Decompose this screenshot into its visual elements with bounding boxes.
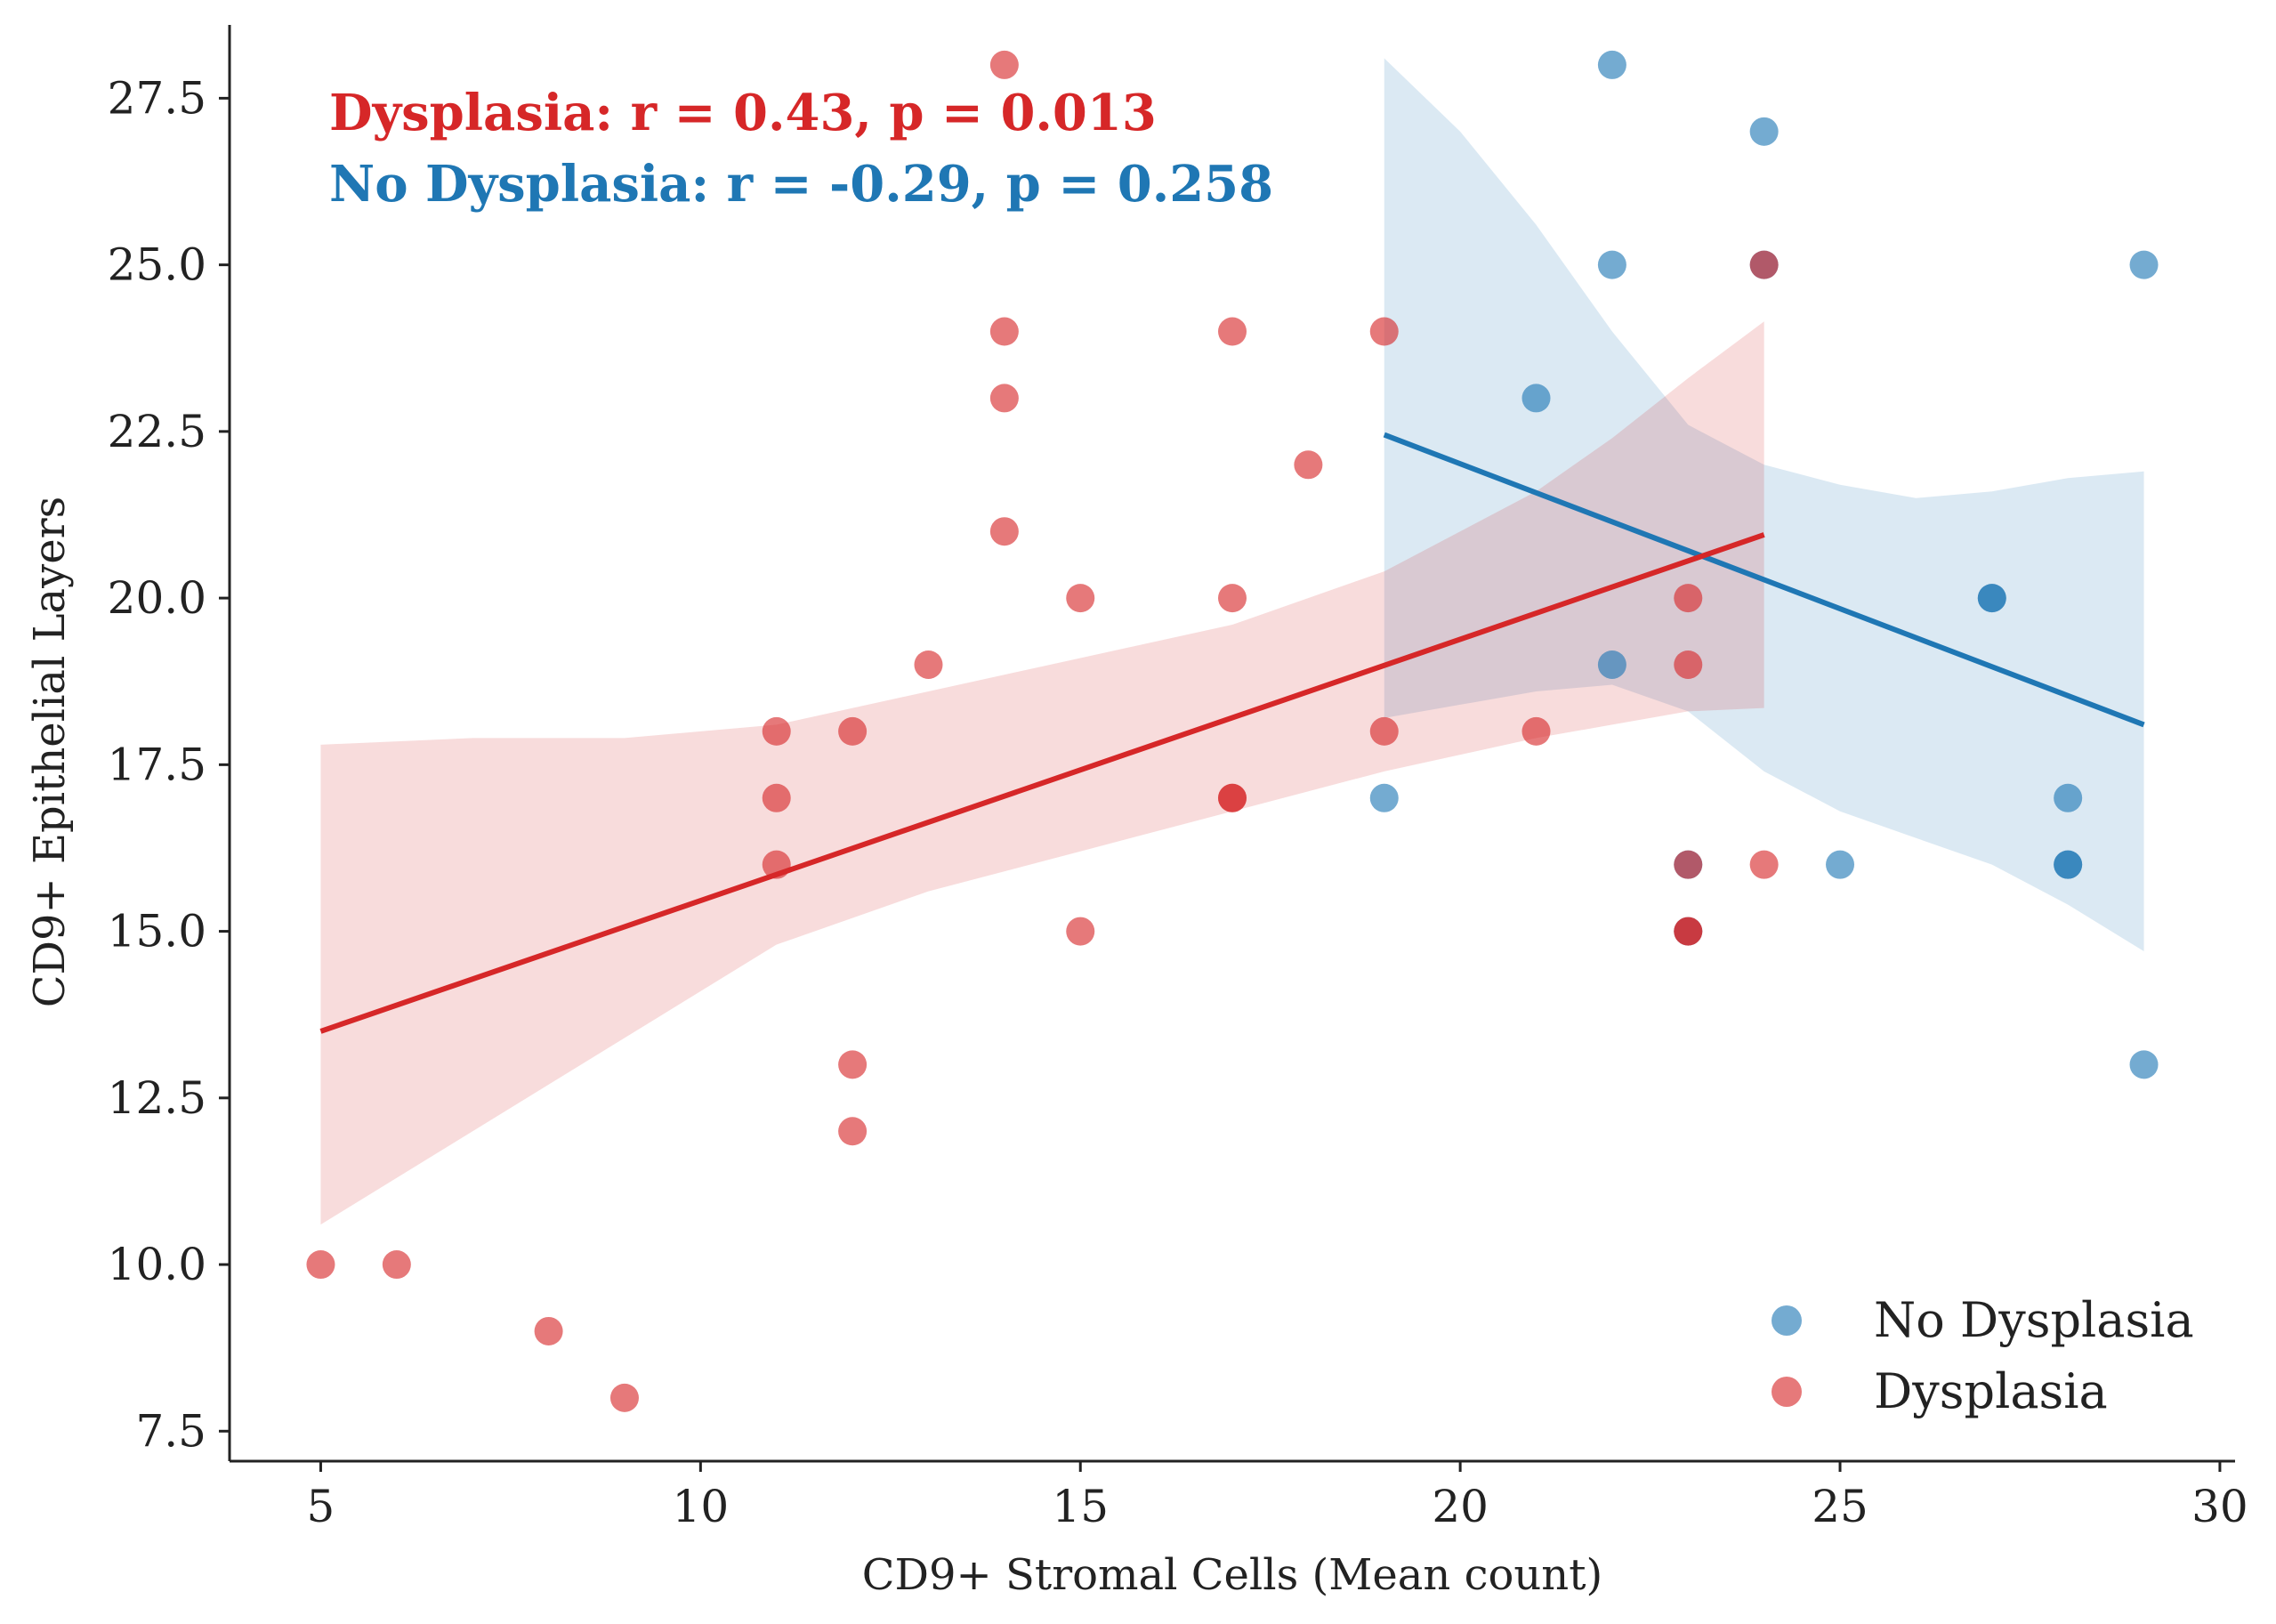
- dysplasia-point: [1674, 917, 1703, 946]
- dysplasia-point: [1218, 317, 1247, 346]
- x-tick-label: 25: [1812, 1481, 1868, 1532]
- annotations: Dysplasia: r = 0.43, p = 0.013 No Dysplas…: [329, 84, 1273, 214]
- no-dysplasia-point: [2054, 850, 2083, 879]
- dysplasia-point: [1218, 783, 1247, 812]
- dysplasia-point: [1674, 650, 1703, 679]
- dysplasia-point: [989, 517, 1019, 546]
- legend: No Dysplasia Dysplasia: [1772, 1292, 2194, 1419]
- y-tick-label: 15.0: [108, 906, 206, 957]
- axes: 5 10 15 20 25 30 7.5 10.0 12.5 15.0 17.5 20.0 22.5 25…: [108, 25, 2248, 1532]
- dysplasia-point: [1294, 450, 1323, 480]
- dysplasia-regression-line: [319, 532, 1765, 1034]
- no-dysplasia-point: [1749, 117, 1779, 146]
- no-dysplasia-point: [1826, 850, 1855, 879]
- no-dysplasia-point: [1597, 50, 1626, 79]
- data-points: [306, 50, 2159, 1412]
- dysplasia-point: [989, 50, 1019, 79]
- dysplasia-point: [1674, 584, 1703, 613]
- no-dysplasia-point: [2129, 250, 2159, 279]
- dysplasia-point: [762, 783, 791, 812]
- dysplasia-ci-band: [320, 321, 1764, 1225]
- legend-marker-dysplasia: [1772, 1377, 1802, 1407]
- dysplasia-point: [914, 650, 943, 679]
- y-tick-label: 22.5: [108, 406, 206, 457]
- x-tick-label: 5: [307, 1481, 335, 1532]
- y-tick-label: 10.0: [108, 1239, 206, 1290]
- y-tick-label: 20.0: [108, 572, 206, 624]
- no-dysplasia-point: [2054, 783, 2083, 812]
- legend-marker-no-dysplasia: [1772, 1305, 1802, 1336]
- dysplasia-point: [1749, 850, 1779, 879]
- dysplasia-point: [306, 1250, 335, 1280]
- dysplasia-point: [762, 716, 791, 746]
- dysplasia-point: [534, 1316, 563, 1345]
- dysplasia-point: [1749, 250, 1779, 279]
- no-dysplasia-point: [1597, 250, 1626, 279]
- legend-label-dysplasia: Dysplasia: [1874, 1363, 2108, 1419]
- no-dysplasia-point: [1369, 783, 1399, 812]
- dysplasia-point: [1369, 716, 1399, 746]
- dysplasia-point: [1369, 317, 1399, 346]
- dysplasia-point: [838, 1117, 868, 1146]
- y-tick-label: 12.5: [108, 1072, 206, 1124]
- dysplasia-point: [989, 317, 1019, 346]
- legend-label-no-dysplasia: No Dysplasia: [1874, 1292, 2194, 1348]
- x-tick-label: 30: [2191, 1481, 2248, 1532]
- y-axis-label: CD9+ Epithelial Layers: [25, 497, 75, 1007]
- no-dysplasia-point: [1597, 650, 1626, 679]
- no-dysplasia-point: [2129, 1050, 2159, 1079]
- dysplasia-point: [1066, 917, 1095, 946]
- y-tick-label: 25.0: [108, 239, 206, 291]
- dysplasia-point: [838, 716, 868, 746]
- dysplasia-point: [1066, 584, 1095, 613]
- dysplasia-point: [382, 1250, 411, 1280]
- dysplasia-point: [838, 1050, 868, 1079]
- y-tick-label: 27.5: [108, 72, 206, 124]
- dysplasia-point: [1521, 716, 1551, 746]
- no-dysplasia-point: [1977, 584, 2006, 613]
- dysplasia-point: [1218, 584, 1247, 613]
- annotation-no-dysplasia: No Dysplasia: r = -0.29, p = 0.258: [329, 155, 1273, 214]
- no-dysplasia-point: [1521, 384, 1551, 413]
- dysplasia-point: [989, 384, 1019, 413]
- dysplasia-point: [609, 1383, 639, 1412]
- regression-lines: [319, 432, 2145, 1034]
- y-tick-label: 7.5: [135, 1405, 206, 1457]
- y-tick-label: 17.5: [108, 739, 206, 790]
- x-tick-label: 15: [1052, 1481, 1109, 1532]
- confidence-bands: [320, 58, 2144, 1225]
- no-dysplasia-regression-line: [1383, 432, 2145, 728]
- x-tick-label: 20: [1432, 1481, 1489, 1532]
- x-tick-label: 10: [673, 1481, 730, 1532]
- annotation-dysplasia: Dysplasia: r = 0.43, p = 0.013: [329, 84, 1157, 142]
- x-axis-label: CD9+ Stromal Cells (Mean count): [862, 1550, 1602, 1600]
- no-dysplasia-ci-band: [1384, 58, 2144, 952]
- dysplasia-point: [1674, 850, 1703, 879]
